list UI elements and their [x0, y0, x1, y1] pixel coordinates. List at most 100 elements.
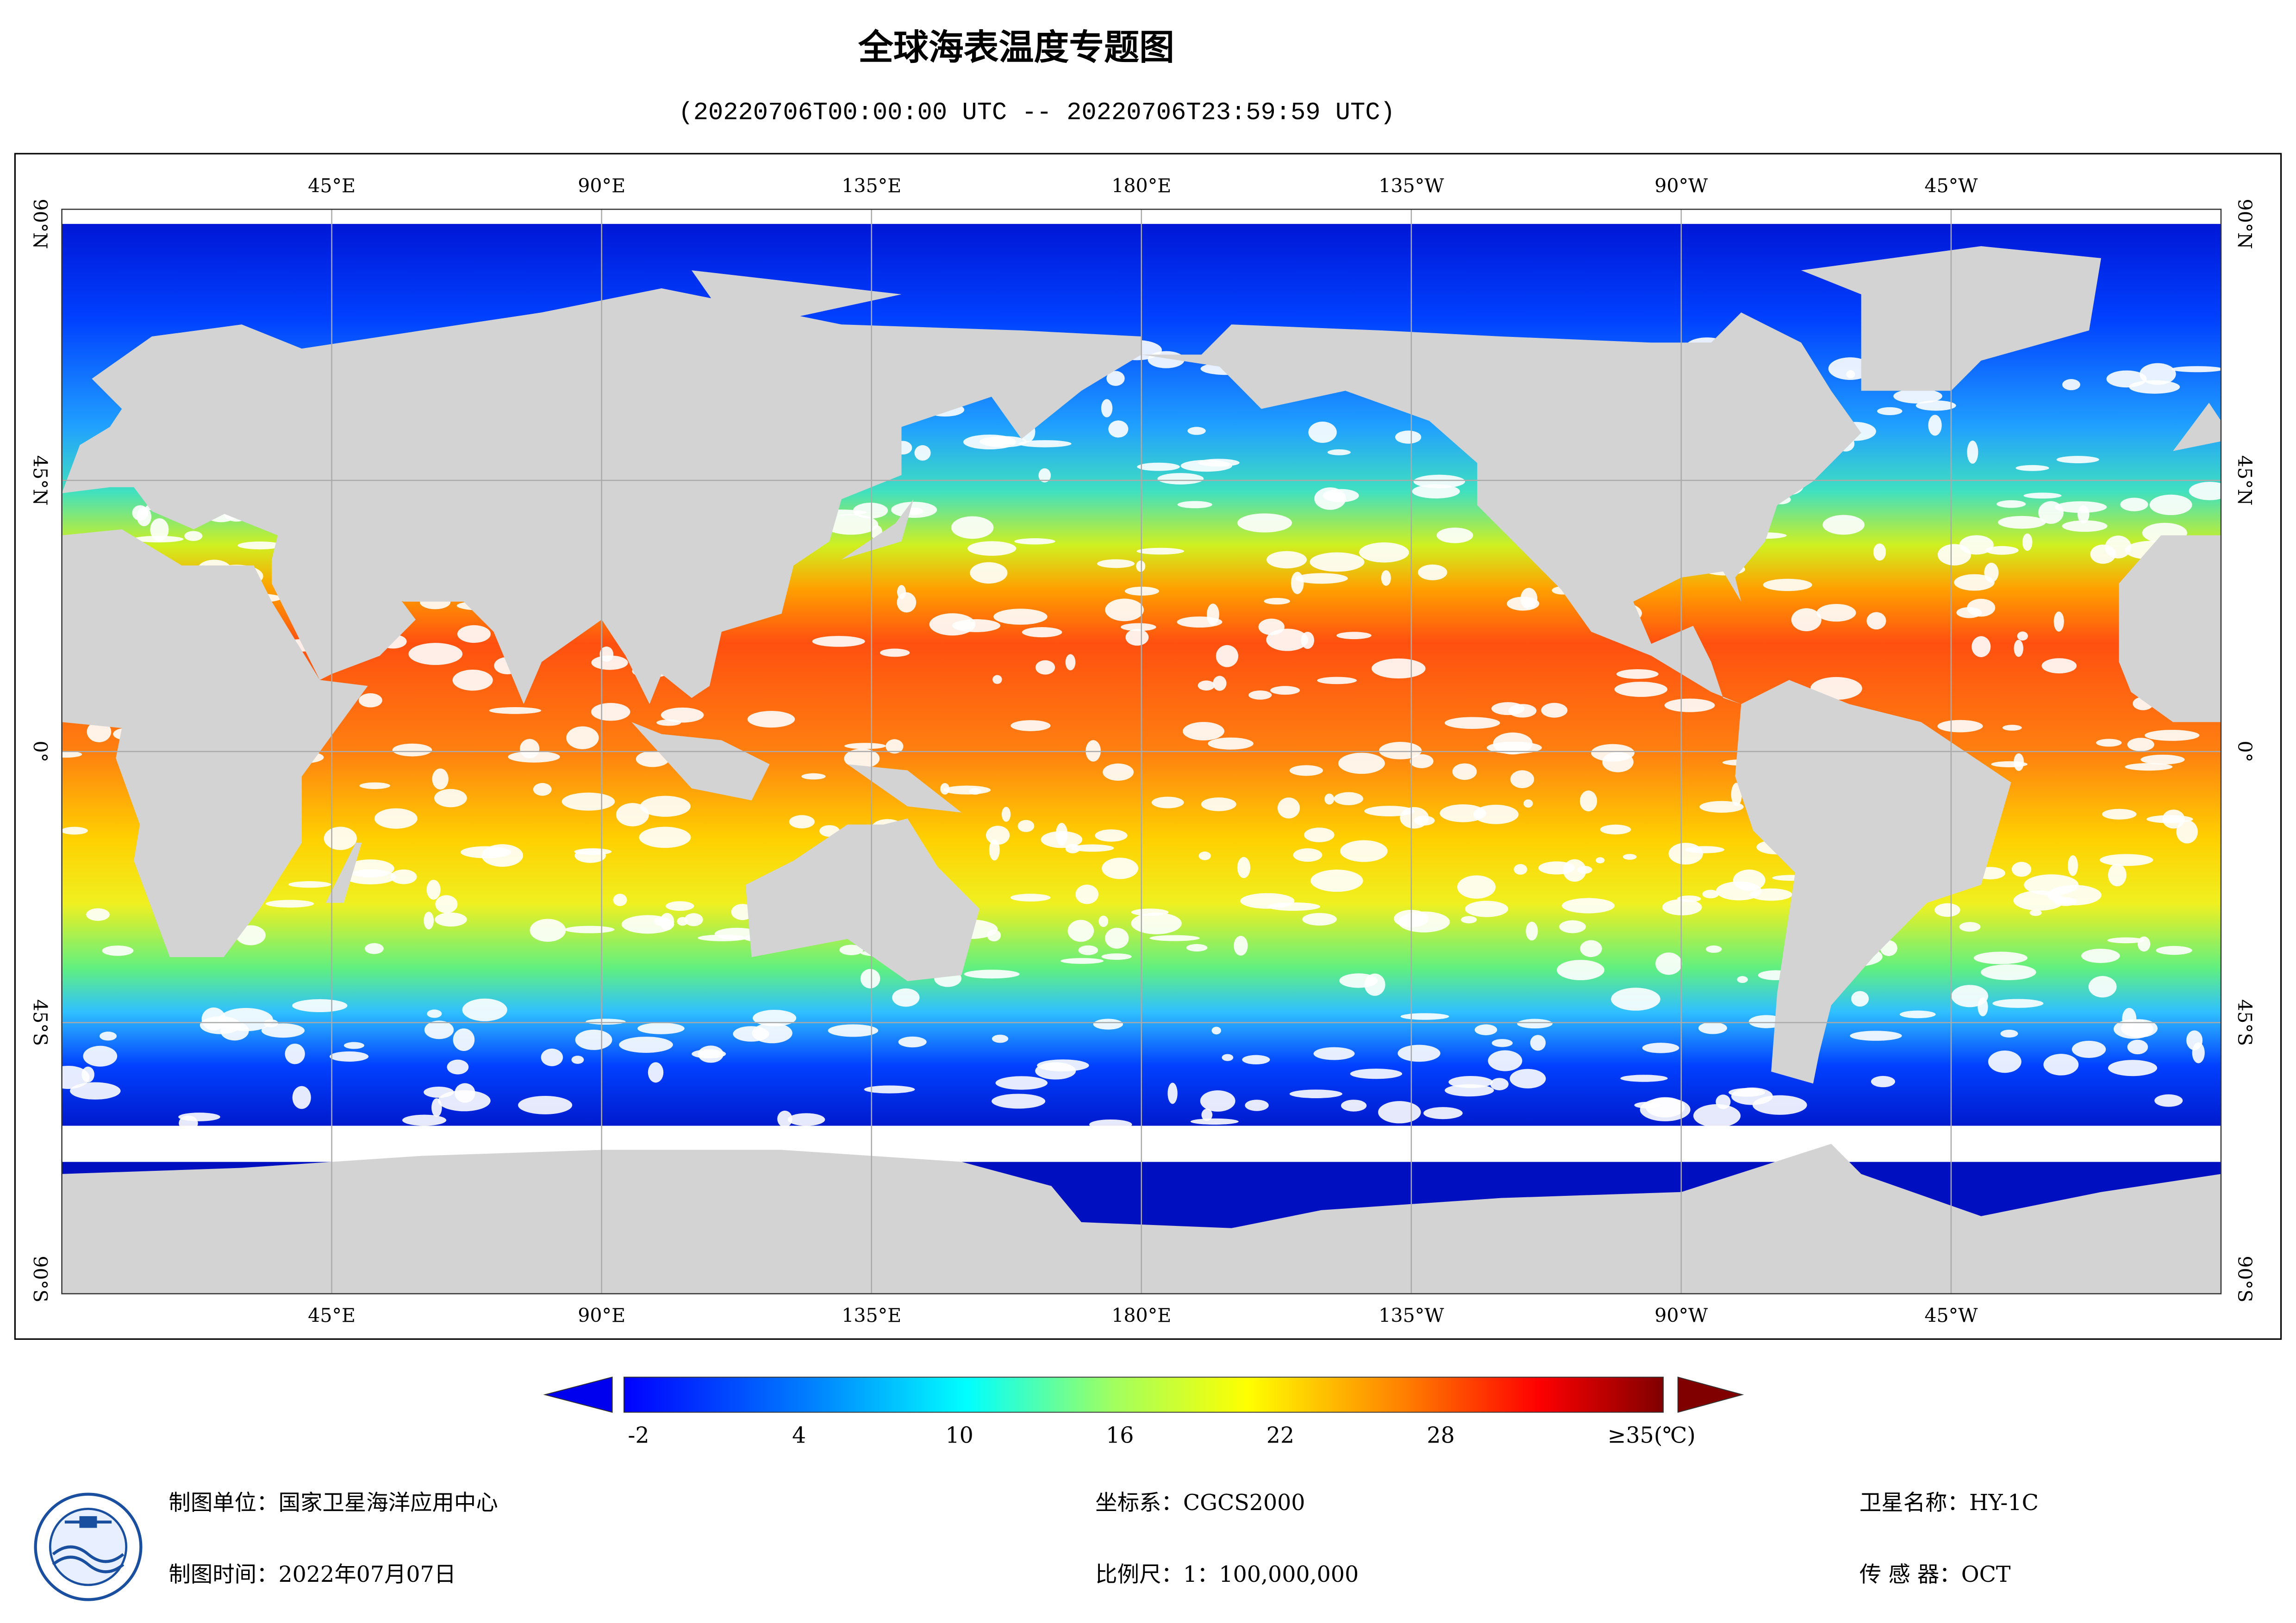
cloud	[1035, 660, 1055, 675]
landmass	[631, 722, 770, 801]
cloud	[1359, 542, 1409, 563]
cloud	[613, 894, 627, 906]
cloud	[2105, 535, 2132, 559]
cloud	[1873, 543, 1886, 561]
cloud	[914, 445, 931, 461]
cloud	[1413, 474, 1465, 489]
cloud	[1014, 538, 1055, 545]
cloud	[1967, 598, 1996, 617]
landmass	[847, 764, 962, 813]
cloud	[1201, 797, 1236, 811]
cloud	[2107, 937, 2145, 944]
cloud	[533, 783, 552, 796]
cloud	[1245, 1100, 1269, 1111]
cloud	[789, 815, 815, 829]
cloud	[265, 900, 314, 908]
cloud	[1310, 552, 1365, 572]
cloud	[1510, 770, 1535, 789]
cloud	[2144, 730, 2200, 741]
cloud	[666, 901, 694, 911]
cloud	[1457, 875, 1496, 899]
cloud	[133, 535, 184, 543]
cloud	[132, 505, 149, 521]
cloud	[1131, 912, 1182, 934]
cloud	[87, 721, 112, 742]
cloud	[898, 1036, 927, 1048]
cloud	[1465, 901, 1509, 917]
cloud	[392, 743, 432, 757]
cloud	[648, 1062, 664, 1083]
cloud	[1899, 1010, 1936, 1019]
lon-label: 135°W	[1379, 174, 1444, 197]
cloud	[1334, 792, 1363, 805]
cloud	[2062, 379, 2080, 391]
cloud	[566, 726, 599, 749]
cloud	[1507, 597, 1540, 611]
cloud	[562, 792, 615, 811]
cloud	[2029, 909, 2042, 916]
cloud	[408, 643, 463, 665]
cloud	[1071, 844, 1114, 852]
cloud	[2156, 946, 2192, 955]
cloud	[519, 739, 540, 759]
cloud	[2108, 864, 2127, 887]
cloud	[897, 585, 906, 599]
subtitle: (20220706T00:00:00 UTC -- 20220706T23:59…	[679, 99, 1395, 127]
cloud	[1973, 951, 2028, 964]
cloud	[2108, 1060, 2158, 1076]
cloud	[1136, 547, 1185, 555]
cloud	[1517, 1019, 1553, 1029]
cloud	[1336, 632, 1372, 640]
cloud	[1398, 1045, 1441, 1062]
cloud	[1267, 551, 1307, 569]
cloud	[1302, 913, 1337, 926]
cloud	[575, 1029, 612, 1050]
cloud	[2176, 820, 2198, 844]
lat-label: 90°N	[2234, 199, 2256, 249]
cloud	[1997, 500, 2026, 508]
cloud	[1350, 1069, 1403, 1079]
cloud	[1436, 527, 1473, 543]
logo	[34, 1492, 143, 1601]
cloud	[1698, 1022, 1727, 1034]
cloud	[1423, 1107, 1463, 1119]
cloud	[1137, 462, 1180, 471]
scale: 比例尺：1：100,000,000	[1095, 1562, 1359, 1587]
cloud	[636, 751, 669, 767]
colorbar-low-arrow	[543, 1376, 613, 1413]
cloud	[1490, 1078, 1509, 1090]
cloud	[1412, 484, 1460, 499]
cloud	[1125, 628, 1149, 646]
cloud	[178, 1113, 220, 1121]
cloud	[1270, 686, 1300, 695]
cloud	[1289, 1089, 1342, 1099]
cloud	[1677, 895, 1701, 902]
colorbar-high-arrow	[1677, 1376, 1744, 1413]
cloud	[1338, 752, 1385, 774]
cloud	[424, 912, 434, 930]
cloud	[447, 1059, 469, 1075]
cloud	[752, 1023, 792, 1044]
colorbar-tick-label: 4	[792, 1423, 806, 1448]
cloud	[426, 880, 441, 900]
cloud	[1324, 793, 1335, 805]
cloud	[1022, 627, 1062, 638]
cloud	[1101, 399, 1113, 417]
cloud	[1055, 823, 1068, 846]
cloud	[1097, 559, 1135, 568]
cloud	[1095, 829, 1128, 842]
cloud	[1317, 677, 1357, 684]
lon-label: 90°E	[578, 1305, 625, 1327]
cloud	[2047, 885, 2102, 906]
cloud	[481, 844, 524, 867]
cloud	[1828, 357, 1872, 380]
cloud	[1078, 945, 1098, 955]
cloud	[2154, 1094, 2183, 1107]
cloud	[574, 848, 612, 855]
cloud	[1378, 1101, 1421, 1124]
cloud	[1871, 1076, 1895, 1088]
cloud	[929, 613, 976, 636]
cloud	[1102, 858, 1138, 879]
cloud	[324, 827, 357, 850]
cloud	[844, 743, 886, 749]
